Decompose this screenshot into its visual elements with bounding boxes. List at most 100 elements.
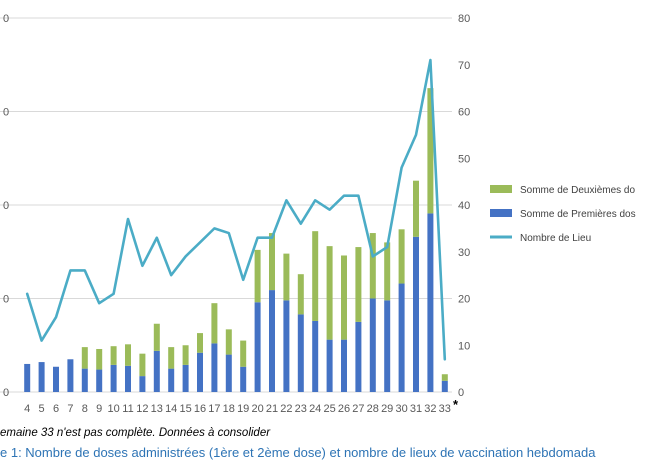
bar-premieres-dose xyxy=(384,300,391,392)
bar-premieres-dose xyxy=(341,339,347,392)
x-tick-label: 9 xyxy=(96,403,102,415)
bar-premieres-dose xyxy=(211,343,218,392)
legend: Somme de Deuxièmes do Somme de Premières … xyxy=(490,185,636,244)
legend-swatch xyxy=(490,209,512,217)
bar-premieres-dose xyxy=(197,352,203,392)
right-tick-label: 20 xyxy=(458,294,470,306)
bar-premieres-dose xyxy=(67,359,74,392)
bar-premieres-dose xyxy=(53,366,59,392)
x-tick-label: 23 xyxy=(295,403,307,415)
x-last-marker: * xyxy=(453,397,459,412)
left-axis-ticks: 0000000 xyxy=(3,13,9,399)
x-tick-label: 10 xyxy=(107,403,119,415)
x-tick-label: 14 xyxy=(165,403,177,415)
right-tick-label: 10 xyxy=(458,340,470,352)
bar-deuxiemes-dose xyxy=(312,231,319,321)
bar-deuxiemes-dose xyxy=(139,353,146,377)
x-tick-label: 30 xyxy=(395,403,407,415)
bar-deuxiemes-dose xyxy=(384,242,391,301)
bar-premieres-dose xyxy=(413,236,419,392)
bar-deuxiemes-dose xyxy=(398,229,405,284)
bar-premieres-dose xyxy=(81,368,88,392)
line-nombre-de-lieu xyxy=(25,58,447,361)
bar-deuxiemes-dose xyxy=(240,340,247,367)
x-tick-label: 18 xyxy=(223,403,235,415)
x-tick-label: 21 xyxy=(266,403,278,415)
bar-deuxiemes-dose xyxy=(326,246,333,340)
x-tick-label: 6 xyxy=(53,403,59,415)
bar-premieres-dose xyxy=(125,365,131,392)
bar-premieres-dose xyxy=(427,213,434,392)
legend-label: Nombre de Lieu xyxy=(520,233,591,244)
bar-premieres-dose xyxy=(326,339,333,392)
bar-deuxiemes-dose xyxy=(168,347,175,369)
right-tick-label: 70 xyxy=(458,60,470,72)
bar-premieres-dose xyxy=(355,321,362,392)
x-tick-label: 24 xyxy=(309,403,321,415)
chart-note: emaine 33 n'est pas complète. Données à … xyxy=(0,427,271,439)
bar-premieres-dose xyxy=(139,376,146,392)
x-tick-label: 26 xyxy=(338,403,350,415)
bar-premieres-dose xyxy=(182,364,189,392)
right-tick-label: 40 xyxy=(458,200,470,212)
x-tick-label: 4 xyxy=(24,403,30,415)
x-tick-label: 11 xyxy=(122,403,133,415)
x-tick-label: 16 xyxy=(194,403,206,415)
x-tick-label: 31 xyxy=(410,403,422,415)
x-tick-label: 19 xyxy=(237,403,249,415)
bar-premieres-dose xyxy=(110,364,117,392)
lieu-line xyxy=(25,58,447,361)
bars xyxy=(24,88,448,392)
bar-deuxiemes-dose xyxy=(96,348,103,370)
x-tick-label: 29 xyxy=(381,403,393,415)
right-tick-label: 30 xyxy=(458,247,470,259)
right-tick-label: 80 xyxy=(458,13,470,25)
bar-premieres-dose xyxy=(269,290,275,392)
legend-label: Somme de Deuxièmes do xyxy=(520,185,635,196)
bar-deuxiemes-dose xyxy=(369,233,376,299)
legend-label: Somme de Premières dos xyxy=(520,209,636,220)
x-tick-label: 25 xyxy=(323,403,335,415)
x-tick-label: 32 xyxy=(424,403,436,415)
left-tick-label: 0 xyxy=(3,107,9,119)
bar-premieres-dose xyxy=(153,350,160,392)
bar-deuxiemes-dose xyxy=(125,344,131,366)
bar-premieres-dose xyxy=(225,354,232,392)
bar-deuxiemes-dose xyxy=(427,88,434,214)
x-tick-label: 20 xyxy=(251,403,263,415)
bar-premieres-dose xyxy=(283,300,290,392)
x-tick-label: 22 xyxy=(280,403,292,415)
left-tick-label: 0 xyxy=(3,200,9,212)
x-tick-label: 13 xyxy=(151,403,163,415)
bar-deuxiemes-dose xyxy=(81,347,88,369)
bar-premieres-dose xyxy=(398,283,405,392)
x-tick-label: 8 xyxy=(82,403,88,415)
bar-deuxiemes-dose xyxy=(341,255,347,340)
bar-premieres-dose xyxy=(297,314,304,392)
right-tick-label: 0 xyxy=(458,387,464,399)
bar-deuxiemes-dose xyxy=(441,374,448,381)
bar-deuxiemes-dose xyxy=(413,180,419,237)
x-axis-ticks: 4 5 6 7 8 9 10 11 12 13 14 15 16 17 18 19 20 21 22 23 24 25 26… xyxy=(24,397,459,415)
x-tick-label: 33 xyxy=(439,403,451,415)
bar-premieres-dose xyxy=(441,380,448,392)
right-tick-label: 60 xyxy=(458,107,470,119)
bar-deuxiemes-dose xyxy=(297,274,304,315)
left-tick-label: 0 xyxy=(3,13,9,25)
left-tick-label: 0 xyxy=(3,387,9,399)
bar-deuxiemes-dose xyxy=(153,323,160,351)
x-tick-label: 15 xyxy=(179,403,191,415)
bar-premieres-dose xyxy=(312,320,319,392)
bar-premieres-dose xyxy=(168,368,175,392)
bar-premieres-dose xyxy=(96,369,103,392)
right-axis-ticks: 0 10 20 30 40 50 60 70 80 xyxy=(458,13,470,399)
bar-deuxiemes-dose xyxy=(355,247,362,322)
x-tick-label: 28 xyxy=(367,403,379,415)
bar-deuxiemes-dose xyxy=(254,249,261,303)
legend-swatch xyxy=(490,185,512,193)
chart-caption: e 1: Nombre de doses administrées (1ère … xyxy=(0,445,596,460)
right-tick-label: 50 xyxy=(458,153,470,165)
bar-premieres-dose xyxy=(24,363,31,392)
x-tick-label: 17 xyxy=(208,403,220,415)
